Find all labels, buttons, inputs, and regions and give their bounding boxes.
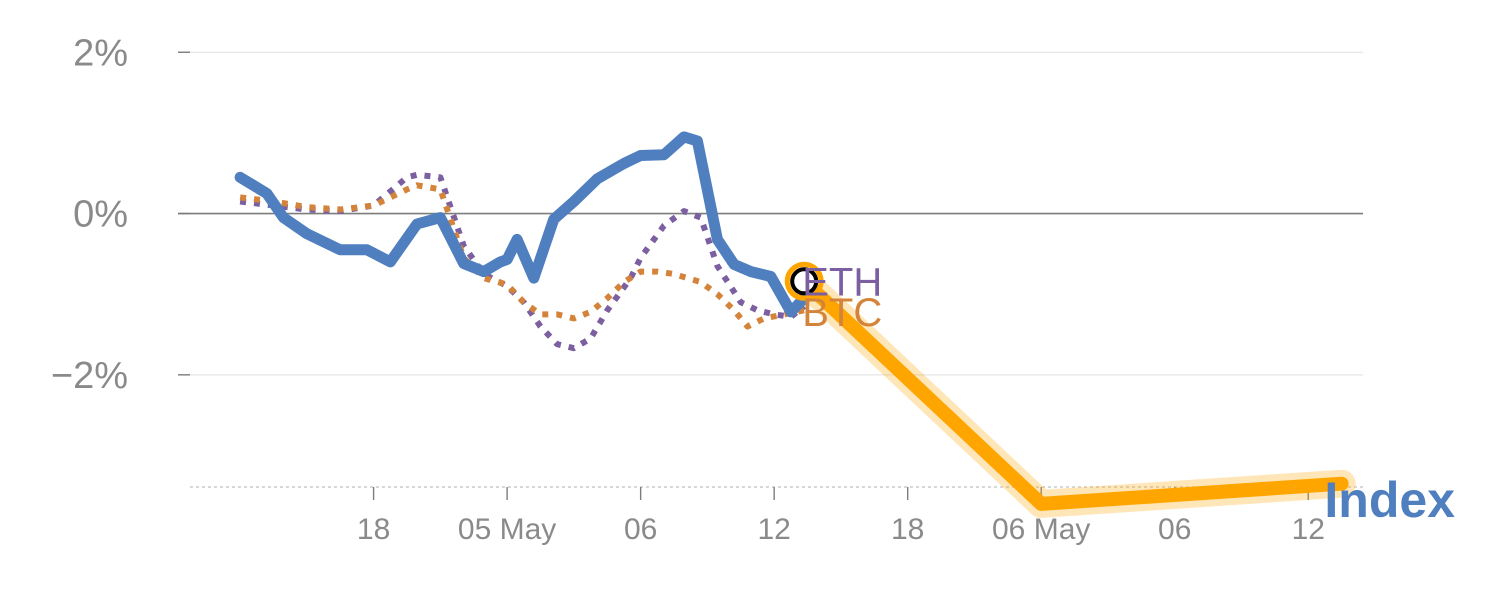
x-tick-label-06-2: 06 xyxy=(624,513,657,546)
series-line-eth xyxy=(239,171,807,352)
x-tick-label-05-may-1: 05 May xyxy=(458,513,556,546)
series-label-eth: ETH xyxy=(802,260,882,304)
index-label: Index xyxy=(1324,472,1455,528)
grid-lines xyxy=(178,51,1363,376)
series-label-btc: BTC xyxy=(802,291,882,335)
series-lines xyxy=(234,131,1356,518)
x-tick-label-06-may-5: 06 May xyxy=(992,513,1090,546)
highlight-line xyxy=(797,274,1349,511)
y-axis-ticks: 2% 0% −2% xyxy=(51,32,190,397)
highlight-glow-line xyxy=(790,267,1356,518)
x-tick-label-06-6: 06 xyxy=(1158,513,1191,546)
y-tick-label-0: 2% xyxy=(73,32,128,74)
end-marker-layer xyxy=(784,261,824,301)
x-tick-label-18-0: 18 xyxy=(357,513,390,546)
end-marker-ring xyxy=(784,261,824,301)
y-tick-label-2: −2% xyxy=(51,355,128,397)
x-tick-label-12-7: 12 xyxy=(1292,513,1325,546)
x-tick-label-12-3: 12 xyxy=(757,513,790,546)
x-tick-label-18-4: 18 xyxy=(891,513,924,546)
end-marker xyxy=(790,267,819,296)
series-line-index xyxy=(234,131,810,318)
y-tick-label-1: 0% xyxy=(73,194,128,236)
x-axis: 18 05 May 06 12 18 06 May 06 12 xyxy=(190,486,1365,546)
